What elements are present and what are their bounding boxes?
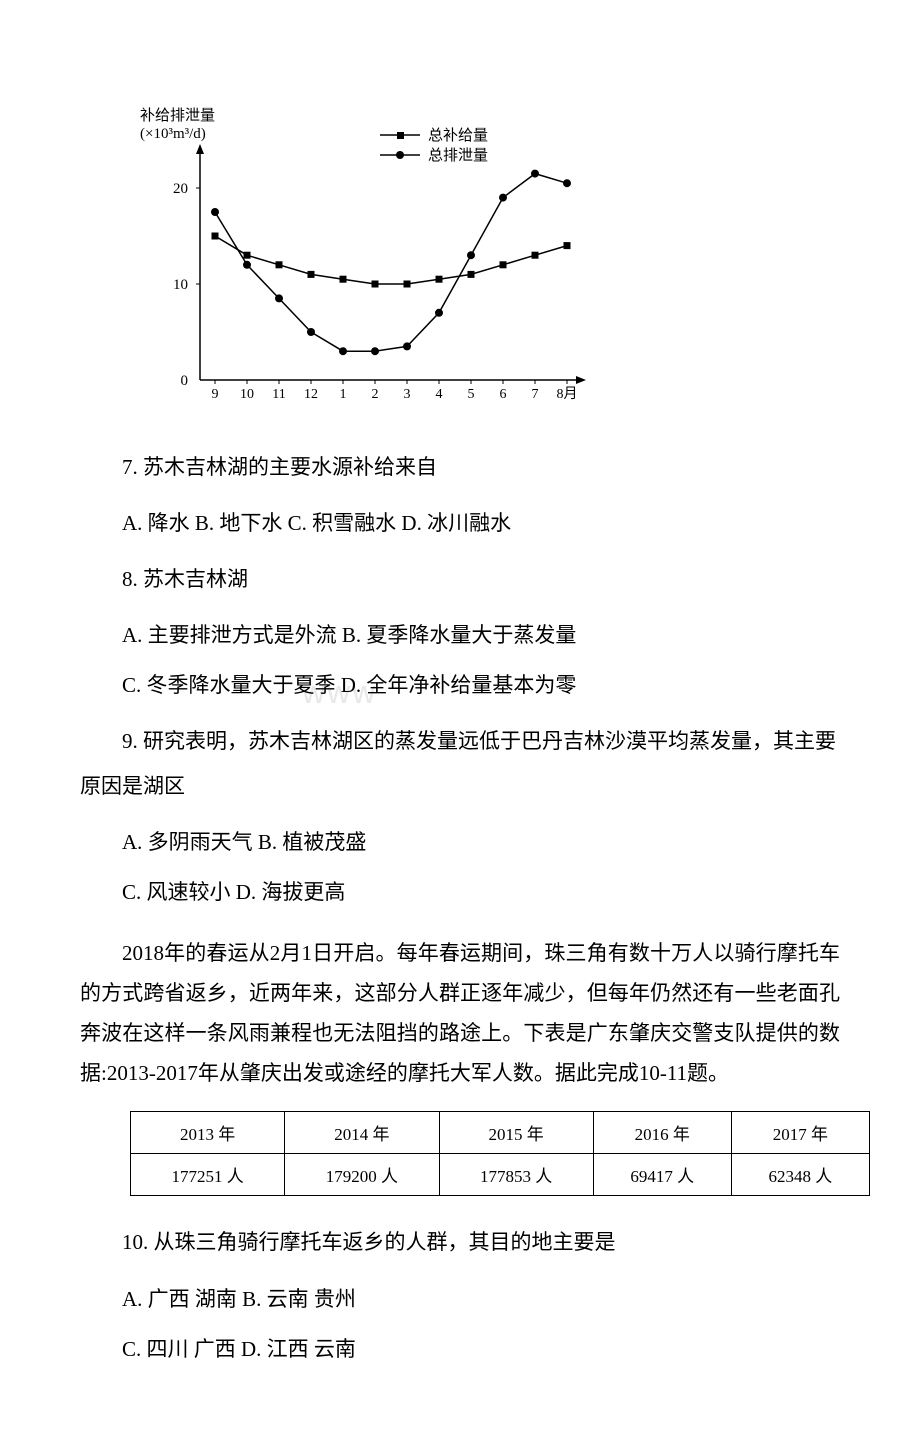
q9-options-line1: A. 多阴雨天气 B. 植被茂盛	[80, 820, 840, 864]
svg-text:8月: 8月	[557, 386, 578, 402]
table-header-cell: 2014 年	[285, 1112, 439, 1154]
y-tick-0: 0	[181, 373, 189, 389]
x-axis-arrow	[576, 376, 586, 384]
x-tick-labels: 910111212345678月	[212, 380, 578, 402]
table-data-cell: 179200 人	[285, 1154, 439, 1196]
y-tick-10: 10	[173, 277, 188, 293]
svg-text:6: 6	[500, 387, 507, 402]
series-supply	[212, 233, 571, 288]
legend-label-supply: 总补给量	[428, 127, 488, 144]
svg-text:7: 7	[532, 387, 539, 402]
q8-options-line1: A. 主要排泄方式是外流 B. 夏季降水量大于蒸发量	[80, 613, 840, 657]
table-data-cell: 62348 人	[731, 1154, 869, 1196]
table-data-cell: 177251 人	[131, 1154, 285, 1196]
series-discharge	[211, 170, 571, 356]
q7-text: 7. 苏木吉林湖的主要水源补给来自	[80, 445, 840, 489]
svg-text:9: 9	[212, 387, 219, 402]
legend-marker-discharge	[396, 151, 404, 159]
y-tick-20: 20	[173, 181, 188, 197]
table-data-cell: 177853 人	[439, 1154, 593, 1196]
passage-text: 2018年的春运从2月1日开启。每年春运期间，珠三角有数十万人以骑行摩托车的方式…	[80, 934, 840, 1094]
table-header-cell: 2013 年	[131, 1112, 285, 1154]
svg-text:10: 10	[240, 387, 254, 402]
table-data-cell: 69417 人	[593, 1154, 731, 1196]
svg-text:1: 1	[340, 387, 347, 402]
svg-text:5: 5	[468, 387, 475, 402]
legend-label-discharge: 总排泄量	[428, 147, 488, 164]
q9-options-line2: C. 风速较小 D. 海拔更高	[80, 870, 840, 914]
chart-svg: 补给排泄量 (×10³m³/d) 0 10 20 总补给量 总排泄量 91011…	[130, 100, 590, 410]
table-data-row: 177251 人179200 人177853 人69417 人62348 人	[131, 1154, 870, 1196]
svg-text:2: 2	[372, 387, 379, 402]
q7-options: A. 降水 B. 地下水 C. 积雪融水 D. 冰川融水	[80, 501, 840, 545]
q10-text: 10. 从珠三角骑行摩托车返乡的人群，其目的地主要是	[80, 1220, 840, 1264]
table-header-cell: 2016 年	[593, 1112, 731, 1154]
y-axis-label-line2: (×10³m³/d)	[140, 126, 206, 142]
svg-text:11: 11	[272, 387, 285, 402]
table-header-cell: 2017 年	[731, 1112, 869, 1154]
legend-marker-supply	[397, 132, 404, 139]
table-header-row: 2013 年2014 年2015 年2016 年2017 年	[131, 1112, 870, 1154]
y-axis-arrow	[196, 144, 204, 154]
q9-text: 9. 研究表明，苏木吉林湖区的蒸发量远低于巴丹吉林沙漠平均蒸发量，其主要原因是湖…	[80, 719, 840, 807]
q8-text: 8. 苏木吉林湖	[80, 557, 840, 601]
table-header-cell: 2015 年	[439, 1112, 593, 1154]
svg-text:3: 3	[404, 387, 411, 402]
svg-text:12: 12	[304, 387, 318, 402]
q8-options-line2: C. 冬季降水量大于夏季 D. 全年净补给量基本为零 www	[80, 663, 840, 707]
y-axis-label-line1: 补给排泄量	[140, 107, 215, 124]
q8-options-line2-text: C. 冬季降水量大于夏季 D. 全年净补给量基本为零	[122, 673, 576, 697]
svg-text:4: 4	[436, 387, 443, 402]
motorcycle-data-table: 2013 年2014 年2015 年2016 年2017 年 177251 人1…	[130, 1111, 840, 1196]
q10-options-line2: C. 四川 广西 D. 江西 云南	[80, 1327, 840, 1371]
q10-options-line1: A. 广西 湖南 B. 云南 贵州	[80, 1277, 840, 1321]
supply-discharge-chart: 补给排泄量 (×10³m³/d) 0 10 20 总补给量 总排泄量 91011…	[130, 100, 840, 415]
